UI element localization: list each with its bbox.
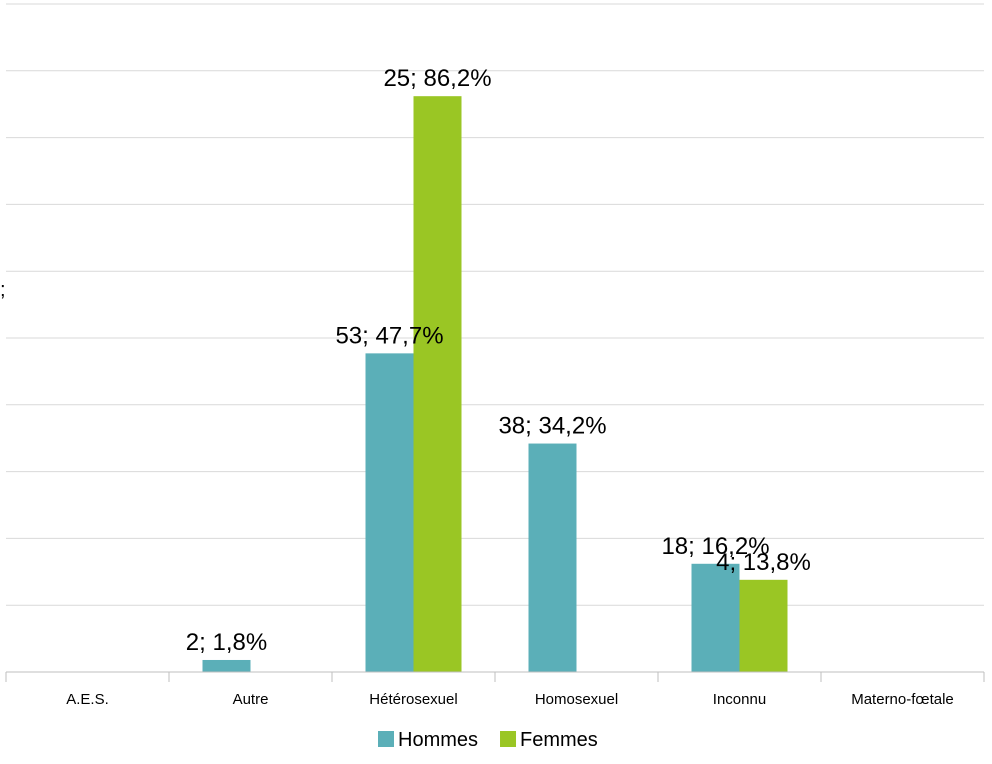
data-label: 25; 86,2%: [383, 65, 491, 92]
bar-hommes: [202, 659, 251, 672]
bar-hommes: [528, 443, 577, 672]
data-label: 18; 16,2%: [661, 533, 769, 560]
x-tick-label: Hétérosexuel: [369, 691, 457, 708]
bar-hommes: [691, 563, 740, 672]
x-tick-label: Materno-fœtale: [851, 691, 954, 708]
legend-label: Hommes: [398, 729, 478, 751]
data-labels: 2; 1,8% 53; 47,7% 25; 86,2% 38; 34,2% 18; 16…: [186, 65, 811, 656]
legend-label: Femmes: [520, 729, 598, 751]
x-tick-label: Inconnu: [713, 691, 766, 708]
data-label: 2; 1,8%: [186, 629, 267, 656]
data-label: 53; 47,7%: [335, 322, 443, 349]
x-tick-label: Autre: [233, 691, 269, 708]
bar-hommes: [365, 353, 414, 672]
data-label: 38; 34,2%: [498, 413, 606, 440]
data-label: 4; 13,8%: [716, 549, 811, 576]
bar-femmes: [413, 96, 462, 672]
x-tick-label: Homosexuel: [535, 691, 618, 708]
bar-femmes: [739, 579, 788, 672]
bars: [202, 96, 788, 672]
legend: Hommes Femmes: [378, 729, 598, 751]
legend-swatch: [500, 731, 517, 747]
gridlines: [6, 3, 984, 606]
legend-swatch: [378, 731, 394, 747]
x-tick-label: A.E.S.: [66, 691, 109, 708]
stray-label: ;: [0, 279, 6, 301]
x-axis: A.E.S. Autre Hétérosexuel Homosexuel Inconnu…: [5, 671, 985, 708]
